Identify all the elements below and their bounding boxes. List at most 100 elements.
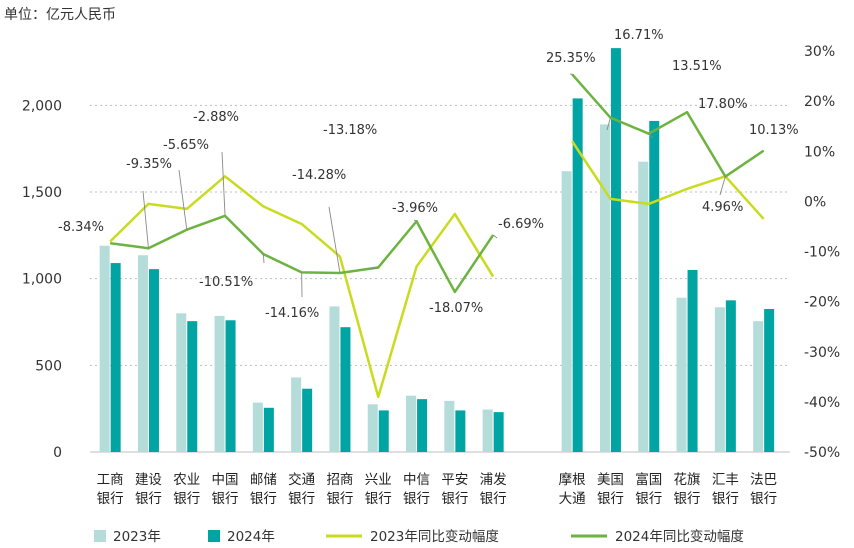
yoy-annotations: -8.34% -9.35% -5.65% -2.88% -10.51% -14.16% -1… (58, 28, 799, 321)
leader-line (328, 206, 341, 274)
yoy-2024-data-label: 25.35% (546, 51, 596, 66)
category-label-line1: 花旗 (674, 472, 701, 488)
bar-2023 (561, 171, 572, 452)
legend-label: 2024年同比变动幅度 (615, 529, 744, 545)
yoy-2023-line (109, 175, 495, 399)
bar-2024 (687, 270, 698, 452)
left-axis-tick-label: 1,000 (22, 272, 62, 288)
category-label-line1: 浦发 (480, 472, 507, 488)
bars (99, 48, 775, 453)
bar-2024 (725, 300, 736, 452)
leader-line (262, 254, 265, 264)
bar-2023 (252, 402, 263, 452)
bar-2024 (649, 120, 660, 452)
bar-2023 (176, 313, 187, 452)
category-label-line1: 农业 (173, 472, 200, 488)
yoy-2024-data-label: -3.96% (392, 201, 438, 216)
right-axis-tick-label: -30% (804, 345, 840, 361)
right-axis-tick-label: -40% (804, 395, 840, 411)
right-axis: -50% -40% -30% -20% -10% 0% 10% 20% 30% (804, 44, 840, 461)
bar-2024 (493, 412, 504, 452)
left-axis-tick-label: 2,000 (22, 98, 62, 114)
right-axis-tick-label: -10% (804, 245, 840, 261)
category-label-line1: 中信 (403, 472, 430, 488)
bar-2023 (137, 255, 148, 452)
yoy-2024-data-label: 10.13% (749, 123, 799, 138)
grid-lines (90, 104, 790, 453)
leader-line (370, 267, 379, 270)
bar-2023 (444, 400, 455, 452)
bar-2024 (764, 309, 775, 452)
bar-2023 (638, 161, 649, 452)
bar-2023 (214, 315, 225, 452)
yoy-2024-data-label: -9.35% (126, 157, 172, 172)
yoy-2024-data-label: -2.88% (193, 110, 239, 125)
category-label-line1: 建设 (135, 472, 162, 488)
yoy-2024-data-label: 4.96% (702, 200, 743, 215)
category-label-line1: 中国 (212, 472, 239, 488)
bar-2024 (187, 321, 198, 452)
leader-line (648, 133, 654, 139)
category-label-line2: 银行 (712, 491, 739, 507)
unit-label: 单位：亿元人民币 (4, 7, 116, 23)
leader-line (606, 117, 611, 131)
right-axis-tick-label: 30% (804, 44, 835, 60)
bar-2023 (599, 124, 610, 453)
bar-2023 (99, 245, 110, 452)
category-label-line1: 平安 (441, 472, 468, 488)
right-axis-tick-label: -20% (804, 295, 840, 311)
leader-lines (142, 73, 726, 298)
category-label-line2: 银行 (597, 491, 624, 507)
yoy-2024-data-label: 16.71% (614, 28, 664, 43)
category-label-line2: 银行 (326, 491, 353, 507)
legend-swatch (94, 530, 106, 542)
bar-2024 (110, 263, 121, 452)
category-label-line1: 富国 (635, 471, 662, 488)
legend-label: 2023年同比变动幅度 (370, 529, 499, 545)
leader-line (178, 169, 188, 230)
left-axis-tick-label: 0 (53, 445, 62, 461)
bar-2024 (455, 410, 466, 452)
legend-label: 2024年 (227, 529, 275, 545)
bar-2023 (714, 307, 725, 452)
category-label-line2: 银行 (212, 491, 239, 507)
leader-line (221, 151, 226, 216)
leader-line (492, 234, 498, 239)
bar-2023 (406, 395, 417, 452)
category-label-line1: 兴业 (365, 472, 392, 488)
category-labels: 工商银行建设银行农业银行中国银行邮储银行交通银行招商银行兴业银行中信银行平安银行… (97, 471, 778, 507)
yoy-2023-line (571, 140, 765, 220)
category-label-line1: 招商 (326, 472, 353, 488)
bar-2024 (417, 399, 428, 452)
category-label-line1: 工商 (97, 472, 124, 488)
right-axis-tick-label: 0% (804, 194, 826, 210)
yoy-2024-data-label: -14.28% (292, 168, 346, 183)
leader-line (413, 219, 417, 222)
left-axis: 0 500 1,000 1,500 2,000 (22, 98, 62, 461)
yoy-2024-data-label: -6.69% (498, 217, 544, 232)
category-label-line2: 银行 (403, 491, 430, 507)
legend: 2023年 2024年 2023年同比变动幅度 2024年同比变动幅度 (94, 529, 744, 545)
leader-line (719, 176, 726, 196)
category-label-line1: 邮储 (250, 472, 277, 488)
category-label-line2: 银行 (365, 491, 392, 507)
bar-2024 (340, 327, 351, 452)
yoy-2024-data-label: -10.51% (199, 275, 253, 290)
bar-2023 (329, 306, 340, 452)
category-label-line1: 摩根 (559, 471, 587, 488)
legend-label: 2023年 (113, 529, 161, 545)
bar-2023 (291, 377, 302, 452)
category-label-line1: 法巴 (750, 472, 777, 488)
category-label-line2: 大通 (559, 491, 587, 507)
bar-2024 (148, 269, 159, 452)
yoy-2024-data-label: -5.65% (163, 138, 209, 153)
yoy-2024-data-label: -18.07% (429, 301, 483, 316)
legend-swatch (208, 530, 220, 542)
yoy-2024-data-label: -13.18% (323, 123, 377, 138)
left-axis-tick-label: 1,500 (22, 185, 62, 201)
category-label-line2: 银行 (674, 491, 701, 507)
category-label-line2: 银行 (635, 491, 662, 507)
left-axis-tick-label: 500 (35, 358, 62, 374)
